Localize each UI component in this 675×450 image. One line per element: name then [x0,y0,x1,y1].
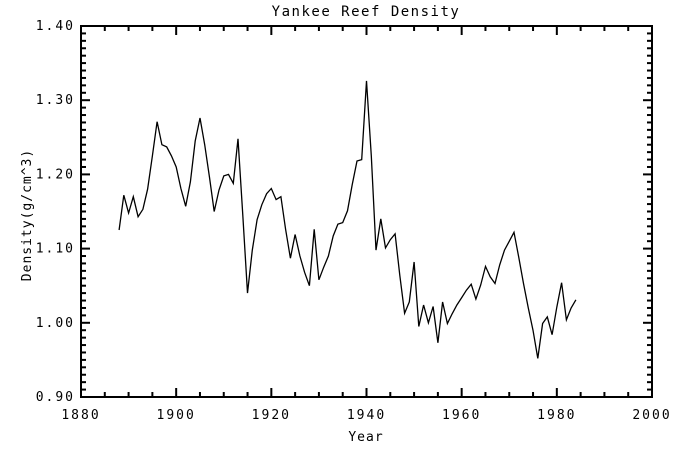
y-tick-label: 0.90 [36,390,75,405]
x-tick-label: 1960 [442,408,481,423]
chart-title: Yankee Reef Density [272,4,461,20]
x-tick-label: 1920 [252,408,291,423]
x-axis-label: Year [348,430,383,445]
y-tick-label: 1.30 [36,93,75,108]
y-tick-label: 1.20 [36,167,75,182]
tick-labels: 1880 1900 1920 1940 1960 1980 2000 0.90 1.00 1.10… [36,19,671,423]
y-tick-label: 1.40 [36,19,75,34]
x-tick-label: 1900 [157,408,196,423]
x-tick-label: 1980 [537,408,576,423]
density-series-line [118,80,577,359]
x-tick-label: 2000 [632,408,671,423]
y-axis-label: Density(g/cm^3) [20,149,35,281]
x-tick-label: 1880 [61,408,100,423]
data-line [118,80,577,359]
x-tick-label: 1940 [347,408,386,423]
axis-ticks [80,25,653,398]
y-tick-label: 1.00 [36,316,75,331]
y-tick-label: 1.10 [36,242,75,257]
